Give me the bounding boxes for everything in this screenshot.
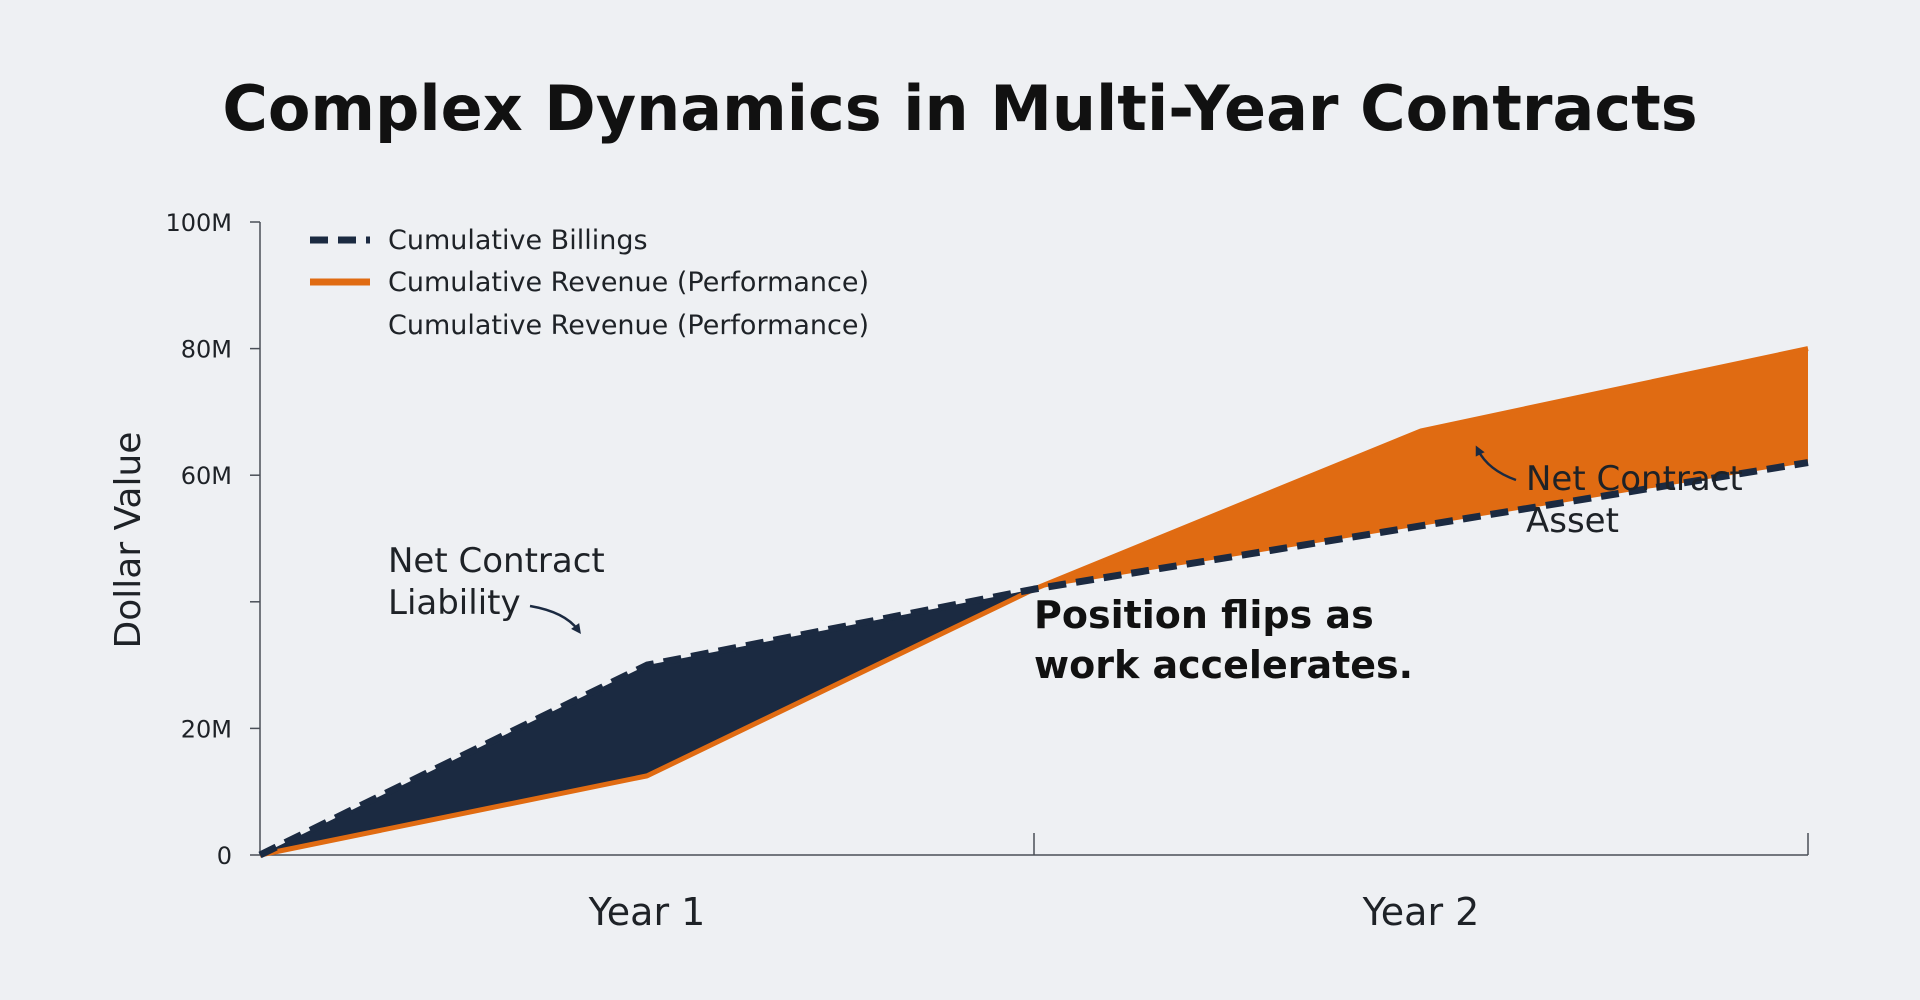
legend-label-billings: Cumulative Billings: [388, 225, 648, 256]
annotation-asset-line-1: Net Contract: [1526, 459, 1743, 499]
annotation-liability-arrow: [529, 604, 581, 635]
y-tick-label: 80M: [181, 336, 232, 364]
annotation-asset-line-2: Asset: [1526, 501, 1619, 541]
chart-title: Complex Dynamics in Multi-Year Contracts: [222, 72, 1697, 145]
series-line-billings: [258, 459, 1809, 859]
annotation-net-contract-liability: Net Contract Liability: [388, 541, 605, 635]
legend-label-revenue-duplicate: Cumulative Revenue (Performance): [388, 310, 869, 341]
x-tick-label: Year 1: [588, 890, 706, 934]
annotation-asset-arrow: [1475, 445, 1517, 482]
legend: Cumulative Billings Cumulative Revenue (…: [310, 225, 869, 341]
net-contract-asset-area: [1034, 348, 1808, 590]
areas-layer: [260, 348, 1808, 855]
annotation-flip-line-1: Position flips as: [1034, 593, 1374, 637]
y-tick-label: 60M: [181, 462, 232, 490]
x-tick-label: Year 2: [1362, 890, 1480, 934]
lines-layer: [258, 346, 1809, 859]
y-axis-label: Dollar Value: [108, 432, 149, 649]
annotation-net-contract-asset: Net Contract Asset: [1475, 445, 1743, 541]
annotation-position-flip: Position flips as work accelerates.: [1034, 593, 1413, 687]
ticks-layer: 0 20M 60M 80M 100M Year 1 Year 2: [165, 209, 1809, 934]
annotation-liability-line-1: Net Contract: [388, 541, 605, 581]
y-tick-label: 0: [217, 842, 232, 870]
annotation-flip-line-2: work accelerates.: [1034, 643, 1413, 687]
net-contract-liability-area: [260, 589, 1034, 855]
annotation-liability-line-2: Liability: [388, 583, 521, 623]
legend-label-revenue: Cumulative Revenue (Performance): [388, 267, 869, 298]
y-tick-label: 20M: [181, 715, 232, 743]
y-tick-label: 100M: [165, 209, 232, 237]
